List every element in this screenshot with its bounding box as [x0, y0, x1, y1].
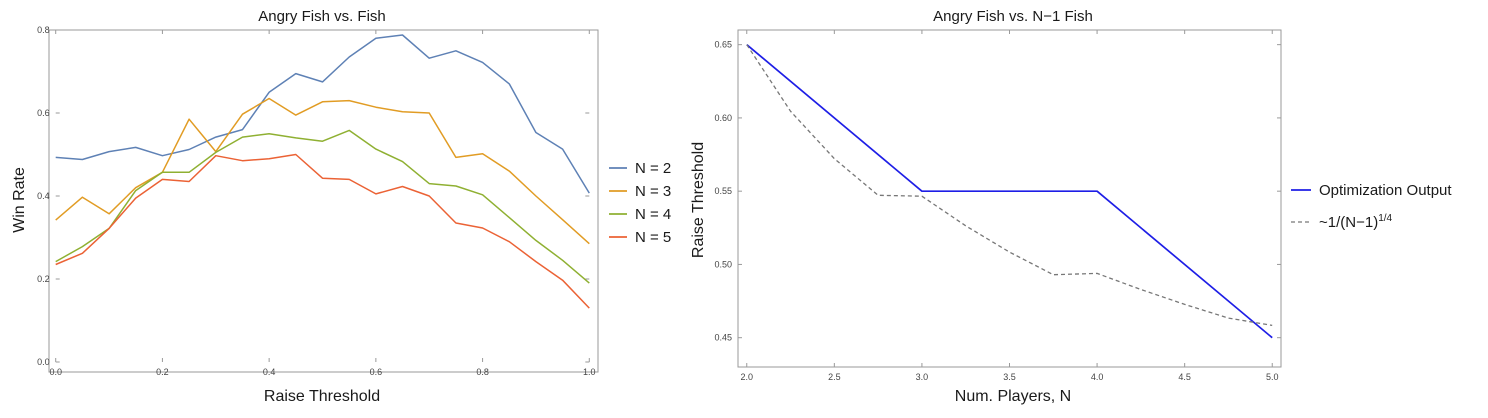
chart-left-ticks: 0.0 0.2 0.4 0.6 0.8 1.0 0.0 0.2 0.4 0.6 0.8: [37, 25, 595, 377]
chart-right-title: Angry Fish vs. N−1 Fish: [933, 8, 1093, 25]
x-tick-label: 2.5: [828, 372, 841, 382]
chart-left: Angry Fish vs. Fish 0.0 0.2 0.4 0.6 0.8 1.00.…: [11, 8, 671, 405]
legend-label-text: N = 3: [635, 183, 671, 200]
chart-right-ticks: 2.0 2.5 3.0 3.5 4.0 4.5 5.0 0.45 0.50 0.55 0.60 0.6…: [714, 30, 1281, 382]
y-tick-label: 0.8: [37, 25, 50, 35]
y-tick-label: 0.55: [714, 186, 732, 196]
y-tick-label: 0.2: [37, 274, 50, 284]
chart-left-xlabel: Raise Threshold: [264, 388, 380, 405]
y-tick-label: 0.60: [714, 113, 732, 123]
chart-left-series: [55, 34, 590, 309]
series-line-1: [55, 97, 590, 245]
chart-left-title: Angry Fish vs. Fish: [258, 8, 386, 25]
y-tick-label: 0.45: [714, 333, 732, 343]
chart-left-legend: N = 2 N = 3 N = 4 N = 5: [609, 160, 671, 246]
series-line-0: [55, 34, 590, 194]
chart-right-frame: [737, 29, 1282, 368]
legend-label-text: N = 4: [635, 206, 671, 223]
series-line-3: [55, 153, 590, 309]
chart-left-frame: [48, 29, 599, 373]
y-tick-label: 0.0: [37, 357, 50, 367]
chart-right-ylabel: Raise Threshold: [690, 142, 707, 258]
x-tick-label: 0.0: [49, 367, 62, 377]
legend-label-1: N = 3: [635, 183, 671, 200]
x-tick-label: 2.0: [741, 372, 754, 382]
chart-right-legend: Optimization Output ~1/(N−1)1/4: [1291, 182, 1452, 231]
series-line-0: [746, 44, 1273, 339]
legend-label-text: ~1/(N−1): [1319, 214, 1378, 231]
x-tick-label: 1.0: [583, 367, 596, 377]
chart-right-xlabel: Num. Players, N: [955, 388, 1071, 405]
x-tick-label: 5.0: [1266, 372, 1279, 382]
legend-label-text: Optimization Output: [1319, 182, 1452, 199]
chart-right-series: [746, 44, 1273, 339]
legend-label-2: N = 4: [635, 206, 671, 223]
y-tick-label: 0.50: [714, 259, 732, 269]
legend-label-3: N = 5: [635, 229, 671, 246]
x-tick-label: 4.5: [1178, 372, 1191, 382]
legend-label-0: N = 2: [635, 160, 671, 177]
x-tick-label: 4.0: [1091, 372, 1104, 382]
legend-label-1: ~1/(N−1)1/4: [1319, 213, 1393, 231]
y-tick-label: 0.4: [37, 191, 50, 201]
x-tick-label: 0.6: [370, 367, 383, 377]
legend-label-superscript: 1/4: [1378, 213, 1392, 224]
series-line-2: [55, 129, 590, 284]
x-tick-label: 0.8: [476, 367, 489, 377]
legend-label-0: Optimization Output: [1319, 182, 1452, 199]
chart-left-ylabel: Win Rate: [11, 167, 28, 233]
chart-right: Angry Fish vs. N−1 Fish 2.0 2.5 3.0 3.5 4.0 4…: [690, 8, 1452, 405]
x-tick-label: 3.5: [1003, 372, 1016, 382]
y-tick-label: 0.6: [37, 108, 50, 118]
x-tick-label: 0.2: [156, 367, 169, 377]
series-line-1: [746, 44, 1273, 327]
x-tick-label: 3.0: [916, 372, 929, 382]
y-tick-label: 0.65: [714, 40, 732, 50]
legend-label-text: N = 2: [635, 160, 671, 177]
x-tick-label: 0.4: [263, 367, 276, 377]
legend-label-text: N = 5: [635, 229, 671, 246]
